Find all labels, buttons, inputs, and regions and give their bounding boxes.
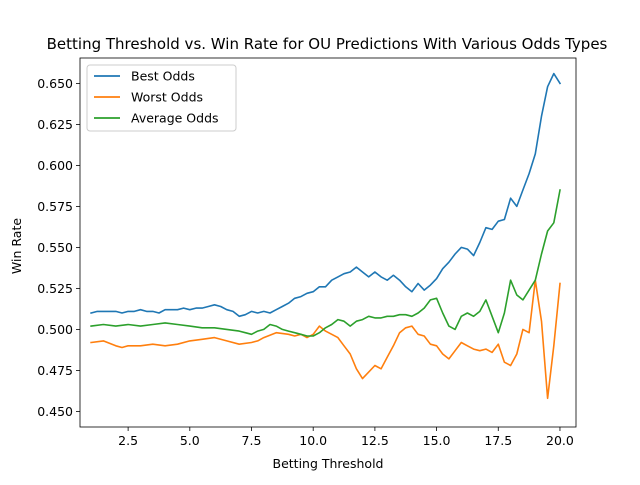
legend-label-0: Best Odds bbox=[131, 69, 195, 84]
series-line-2 bbox=[90, 189, 561, 337]
y-tick-label: 0.450 bbox=[37, 404, 73, 419]
x-tick-label: 10.0 bbox=[299, 433, 327, 448]
x-axis-label: Betting Threshold bbox=[273, 456, 384, 471]
x-tick-label: 2.5 bbox=[118, 433, 138, 448]
legend: Best Odds Worst Odds Average Odds bbox=[86, 64, 237, 132]
y-axis-label: Win Rate bbox=[9, 218, 24, 274]
y-tick-label: 0.650 bbox=[37, 76, 73, 91]
series-line-0 bbox=[90, 72, 562, 318]
x-tick-label: 12.5 bbox=[361, 433, 389, 448]
y-tick-label: 0.550 bbox=[37, 240, 73, 255]
y-tick-label: 0.500 bbox=[37, 322, 73, 337]
legend-label-2: Average Odds bbox=[131, 111, 219, 126]
y-tick-label: 0.475 bbox=[37, 363, 73, 378]
x-tick-label: 15.0 bbox=[423, 433, 451, 448]
series-line-1 bbox=[90, 279, 561, 400]
chart-title: Betting Threshold vs. Win Rate for OU Pr… bbox=[47, 35, 608, 53]
legend-label-1: Worst Odds bbox=[131, 90, 203, 105]
x-tick-label: 7.5 bbox=[242, 433, 262, 448]
x-tick-label: 17.5 bbox=[484, 433, 512, 448]
x-tick-label: 5.0 bbox=[180, 433, 200, 448]
x-axis: 2.5 5.0 7.5 10.0 12.5 15.0 17.5 20.0 bbox=[118, 427, 574, 448]
y-tick-label: 0.600 bbox=[37, 158, 73, 173]
x-tick-label: 20.0 bbox=[546, 433, 574, 448]
y-tick-label: 0.525 bbox=[37, 281, 73, 296]
legend-box bbox=[86, 64, 237, 132]
plot-area bbox=[79, 57, 577, 428]
axes-frame bbox=[79, 57, 577, 428]
y-tick-label: 0.625 bbox=[37, 117, 73, 132]
y-axis: 0.450 0.475 0.500 0.525 0.550 0.575 0.600 0.625… bbox=[37, 76, 80, 419]
y-tick-label: 0.575 bbox=[37, 199, 73, 214]
